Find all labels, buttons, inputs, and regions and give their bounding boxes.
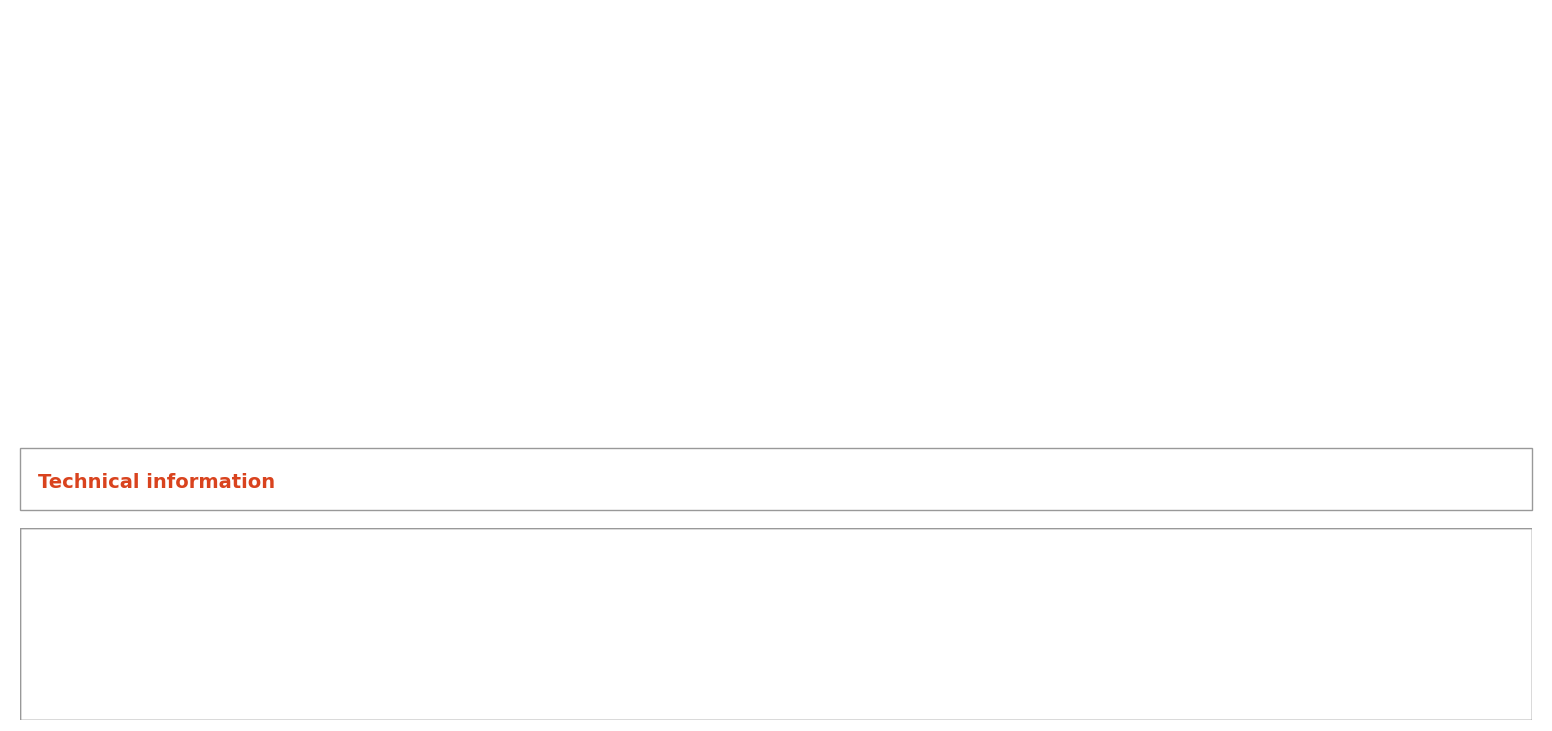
Text: b2: b2 <box>363 558 391 577</box>
Bar <box>20 647 1532 655</box>
Text: e1: e1 <box>773 558 799 577</box>
Text: 16.0: 16.0 <box>51 678 92 697</box>
Text: f2: f2 <box>1184 558 1206 577</box>
Text: f3: f3 <box>1287 558 1308 577</box>
Text: mm: mm <box>970 603 1010 622</box>
Text: 119.0: 119.0 <box>250 678 301 697</box>
Text: 12.5: 12.5 <box>970 678 1010 697</box>
Text: 4.0: 4.0 <box>568 678 596 697</box>
Text: b1: b1 <box>262 558 289 577</box>
Text: mm: mm <box>357 603 397 622</box>
Text: mm: mm <box>767 603 807 622</box>
Text: 13.0: 13.0 <box>869 678 908 697</box>
Bar <box>20 647 1532 720</box>
Text: 152.0: 152.0 <box>352 678 404 697</box>
Text: mm: mm <box>664 603 705 622</box>
Text: 9.0: 9.0 <box>158 678 188 697</box>
Text: d1: d1 <box>568 558 596 577</box>
Text: c1: c1 <box>467 558 492 577</box>
Text: 16.0: 16.0 <box>1072 678 1113 697</box>
Text: mm: mm <box>562 603 602 622</box>
Text: 32.0: 32.0 <box>1175 678 1215 697</box>
Text: e2: e2 <box>875 558 902 577</box>
Bar <box>20 528 1532 647</box>
Text: a1: a1 <box>57 558 84 577</box>
Text: a2: a2 <box>160 558 186 577</box>
Text: mm: mm <box>868 603 908 622</box>
Text: mm: mm <box>1277 603 1318 622</box>
Text: mm: mm <box>255 603 295 622</box>
Text: mm: mm <box>1072 603 1113 622</box>
Text: f1: f1 <box>1082 558 1103 577</box>
Text: mm: mm <box>51 603 92 622</box>
Text: 25.0: 25.0 <box>664 678 705 697</box>
Text: 10.7: 10.7 <box>459 678 500 697</box>
Text: e3: e3 <box>978 558 1004 577</box>
Text: Technical information: Technical information <box>39 473 275 492</box>
Text: mm: mm <box>154 603 194 622</box>
Text: mm: mm <box>1175 603 1215 622</box>
Text: 3.6: 3.6 <box>771 678 801 697</box>
Text: d2: d2 <box>670 558 698 577</box>
Text: mm: mm <box>459 603 500 622</box>
Text: 64.0: 64.0 <box>1277 678 1318 697</box>
